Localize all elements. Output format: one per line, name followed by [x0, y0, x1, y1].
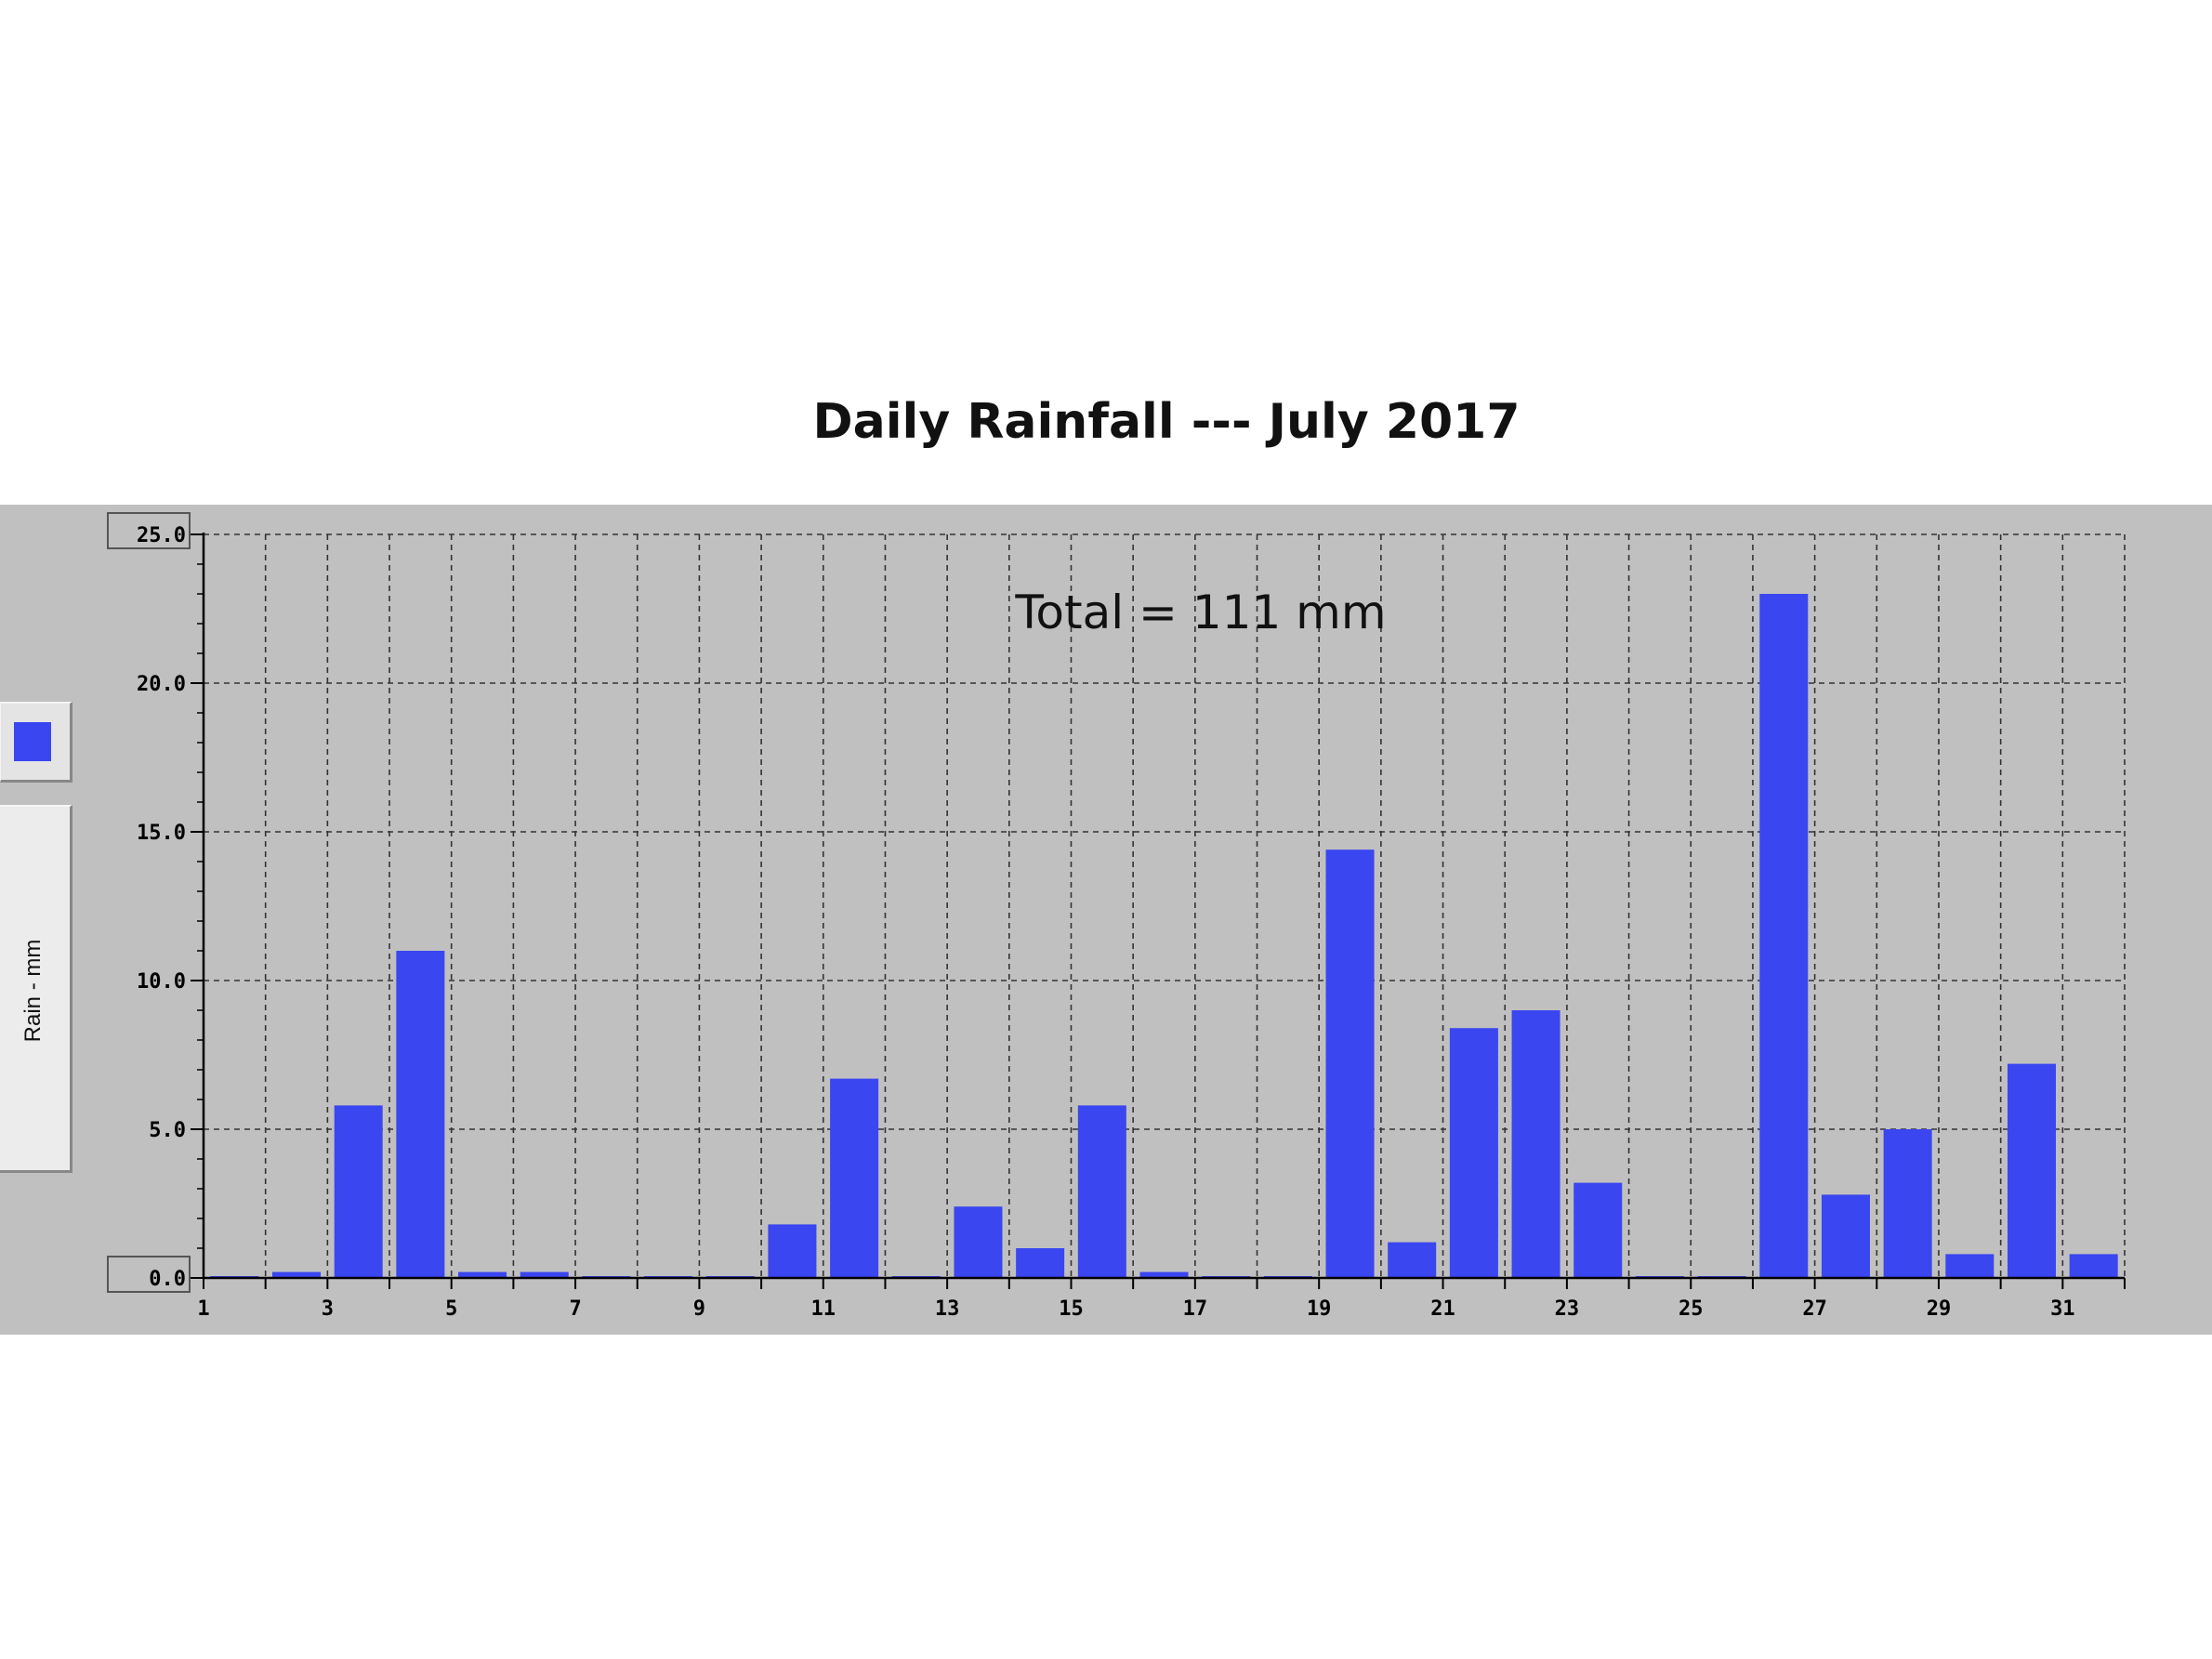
y-tick-label: 10.0 — [137, 970, 186, 994]
y-tick-label: 25.0 — [137, 524, 186, 547]
bar — [1945, 1254, 1995, 1278]
x-tick-label: 11 — [811, 1297, 836, 1321]
bar — [1883, 1129, 1932, 1278]
x-tick-label: 13 — [935, 1297, 960, 1321]
x-tick-label: 3 — [322, 1297, 334, 1321]
total-annotation: Total = 111 mm — [1014, 586, 1386, 639]
bar — [1139, 1271, 1189, 1278]
x-tick-label: 15 — [1059, 1297, 1084, 1321]
bar — [458, 1271, 507, 1278]
legend-box[interactable] — [0, 702, 72, 783]
y-axis-label-box[interactable]: Rain - mm — [0, 805, 72, 1173]
bar — [2007, 1063, 2056, 1278]
chart-title: Daily Rainfall --- July 2017 — [812, 394, 1521, 450]
bar — [1325, 849, 1375, 1278]
bar — [1016, 1248, 1065, 1278]
y-tick-label-box — [107, 512, 191, 549]
bar — [1077, 1105, 1126, 1278]
bar — [1821, 1194, 1870, 1278]
x-tick-label: 9 — [693, 1297, 705, 1321]
bar — [2069, 1254, 2118, 1278]
y-tick-label: 5.0 — [149, 1119, 186, 1142]
bar — [396, 951, 445, 1278]
bar — [520, 1271, 569, 1278]
y-tick-label: 15.0 — [137, 822, 186, 845]
bar — [954, 1206, 1003, 1278]
x-tick-label: 29 — [1927, 1297, 1952, 1321]
x-tick-label: 21 — [1430, 1297, 1455, 1321]
bar — [272, 1271, 322, 1278]
y-tick-label: 20.0 — [137, 673, 186, 696]
x-tick-label: 31 — [2050, 1297, 2075, 1321]
x-tick-label: 25 — [1679, 1297, 1704, 1321]
bar — [768, 1224, 817, 1278]
bar — [1573, 1182, 1623, 1278]
x-tick-label: 7 — [569, 1297, 581, 1321]
y-tick-label: 0.0 — [149, 1268, 186, 1291]
x-tick-label: 19 — [1307, 1297, 1332, 1321]
bar — [1449, 1028, 1498, 1278]
y-tick-label-box — [107, 1256, 191, 1293]
bar — [1759, 594, 1809, 1278]
bar — [334, 1105, 383, 1278]
x-tick-label: 1 — [197, 1297, 209, 1321]
x-tick-label: 17 — [1183, 1297, 1208, 1321]
x-tick-label: 5 — [445, 1297, 457, 1321]
x-tick-label: 23 — [1555, 1297, 1580, 1321]
bar — [830, 1078, 879, 1278]
bar — [1388, 1242, 1437, 1278]
x-tick-label: 27 — [1802, 1297, 1827, 1321]
bar — [1511, 1010, 1560, 1278]
legend-swatch — [14, 722, 51, 761]
